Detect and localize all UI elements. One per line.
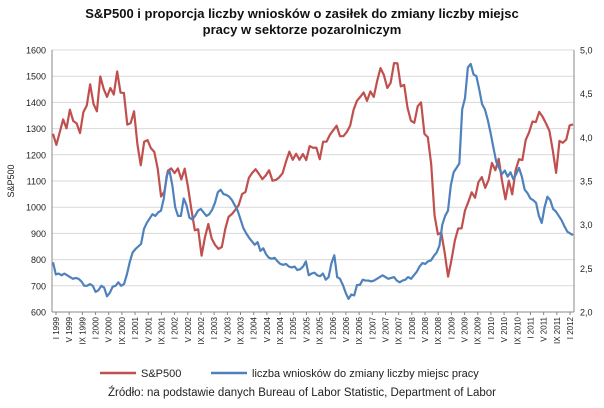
y-tick-label: 1000 xyxy=(26,203,46,213)
x-tick-label: IX 1999 xyxy=(78,316,87,344)
y2-tick-label: 3,5 xyxy=(580,177,593,187)
x-tick-label: IX 2003 xyxy=(237,316,246,344)
y-tick-label: 1500 xyxy=(26,72,46,82)
x-tick-label: I 1999 xyxy=(52,316,61,339)
y2-tick-label: 4,0 xyxy=(580,133,593,143)
x-tick-label: I 2011 xyxy=(526,316,535,338)
x-tick-label: V 2000 xyxy=(105,316,114,342)
y-tick-label: 600 xyxy=(31,308,46,318)
x-tick-label: IX 2001 xyxy=(157,316,166,344)
x-tick-label: I 2004 xyxy=(250,316,259,339)
x-tick-label: IX 2011 xyxy=(553,316,562,344)
y-axis-title: S&P500 xyxy=(6,164,16,197)
claims-ratio-line xyxy=(51,62,574,300)
x-tick-label: IX 2002 xyxy=(197,316,206,344)
sp500-line xyxy=(51,62,574,278)
x-tick-label: IX 2008 xyxy=(434,316,443,344)
x-tick-label: V 2006 xyxy=(342,316,351,342)
y2-tick-label: 2,0 xyxy=(580,308,593,318)
y-tick-label: 1600 xyxy=(26,46,46,56)
x-tick-label: IX 2004 xyxy=(276,316,285,344)
x-tick-label: V 2009 xyxy=(461,316,470,342)
x-tick-label: I 2007 xyxy=(368,316,377,339)
y2-tick-label: 4,5 xyxy=(580,89,593,99)
x-tick-label: I 2006 xyxy=(329,316,338,339)
legend-sp500-label: S&P500 xyxy=(141,368,181,380)
x-tick-label: IX 2009 xyxy=(474,316,483,344)
x-tick-label: IX 2006 xyxy=(355,316,364,344)
y2-tick-label: 5,0 xyxy=(580,46,593,56)
x-tick-label: I 2010 xyxy=(487,316,496,339)
x-tick-label: I 2002 xyxy=(171,316,180,339)
legend-claims-label: liczba wniosków do zmiany liczby miejsc … xyxy=(252,368,479,380)
x-tick-label: V 2011 xyxy=(540,316,549,341)
x-tick-label: V 2001 xyxy=(144,316,153,342)
y-tick-label: 1200 xyxy=(26,150,46,160)
x-tick-label: I 2012 xyxy=(566,316,575,339)
x-tick-label: V 2002 xyxy=(184,316,193,342)
chart-title-line-1: S&P500 i proporcja liczby wniosków o zas… xyxy=(85,6,519,21)
y-tick-label: 1100 xyxy=(27,177,46,187)
y-tick-label: 1300 xyxy=(26,124,46,134)
x-tick-label: I 2008 xyxy=(408,316,417,339)
x-tick-label: IX 2005 xyxy=(316,316,325,344)
y-tick-label: 700 xyxy=(31,281,46,291)
x-tick-label: V 1999 xyxy=(65,316,74,342)
x-tick-label: V 2005 xyxy=(302,316,311,342)
chart-title-line-2: pracy w sektorze pozarolniczym xyxy=(202,22,402,37)
y2-tick-label: 3,0 xyxy=(580,220,593,230)
x-tick-label: V 2004 xyxy=(263,316,272,342)
x-tick-label: V 2007 xyxy=(381,316,390,342)
x-tick-label: I 2000 xyxy=(92,316,101,339)
x-tick-label: V 2003 xyxy=(223,316,232,342)
x-tick-label: I 2003 xyxy=(210,316,219,339)
y-tick-label: 900 xyxy=(31,229,46,239)
y-tick-label: 800 xyxy=(31,255,46,265)
x-tick-label: I 2009 xyxy=(447,316,456,339)
x-tick-label: V 2010 xyxy=(500,316,509,342)
source-note: Źródło: na podstawie danych Bureau of La… xyxy=(107,387,497,399)
x-tick-label: IX 2010 xyxy=(513,316,522,344)
y2-tick-label: 2,5 xyxy=(580,264,593,274)
x-tick-label: V 2008 xyxy=(421,316,430,342)
x-tick-label: IX 2000 xyxy=(118,316,127,344)
x-tick-label: I 2005 xyxy=(289,316,298,339)
x-tick-label: I 2001 xyxy=(131,316,140,339)
y-tick-label: 1400 xyxy=(26,98,46,108)
x-tick-label: IX 2007 xyxy=(395,316,404,344)
